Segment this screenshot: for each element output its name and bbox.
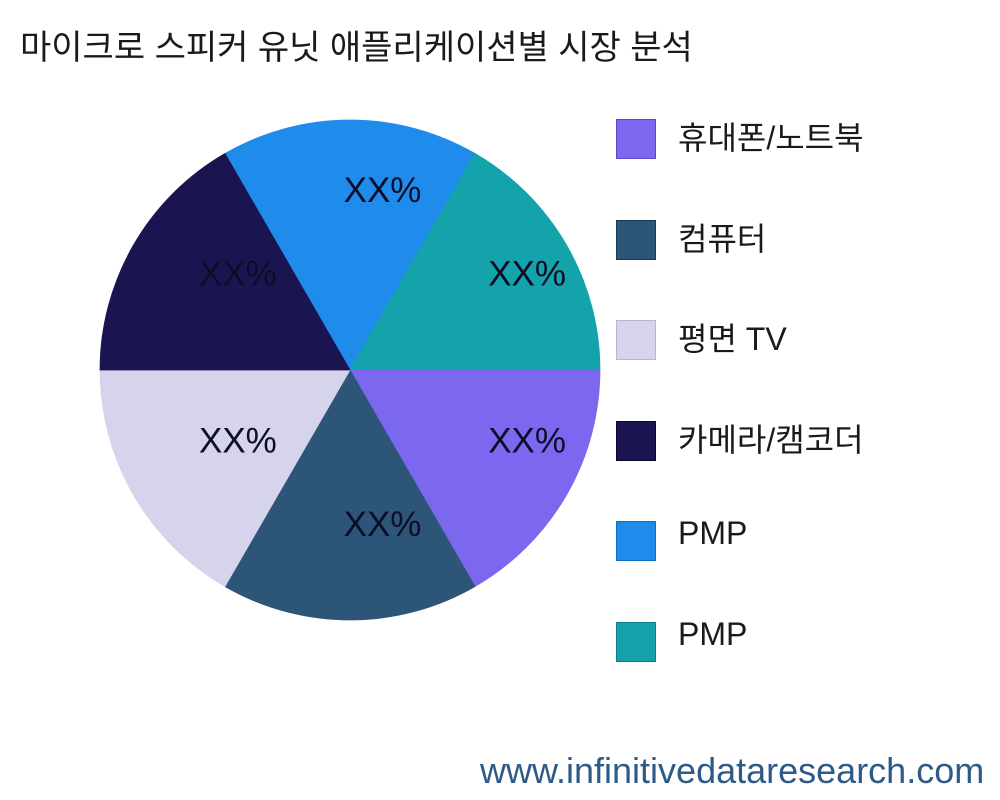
svg-text:XX%: XX%: [488, 254, 566, 293]
svg-text:XX%: XX%: [488, 421, 566, 460]
svg-text:XX%: XX%: [199, 421, 277, 460]
svg-text:XX%: XX%: [344, 505, 422, 544]
svg-text:XX%: XX%: [344, 171, 422, 210]
svg-text:XX%: XX%: [199, 254, 277, 293]
